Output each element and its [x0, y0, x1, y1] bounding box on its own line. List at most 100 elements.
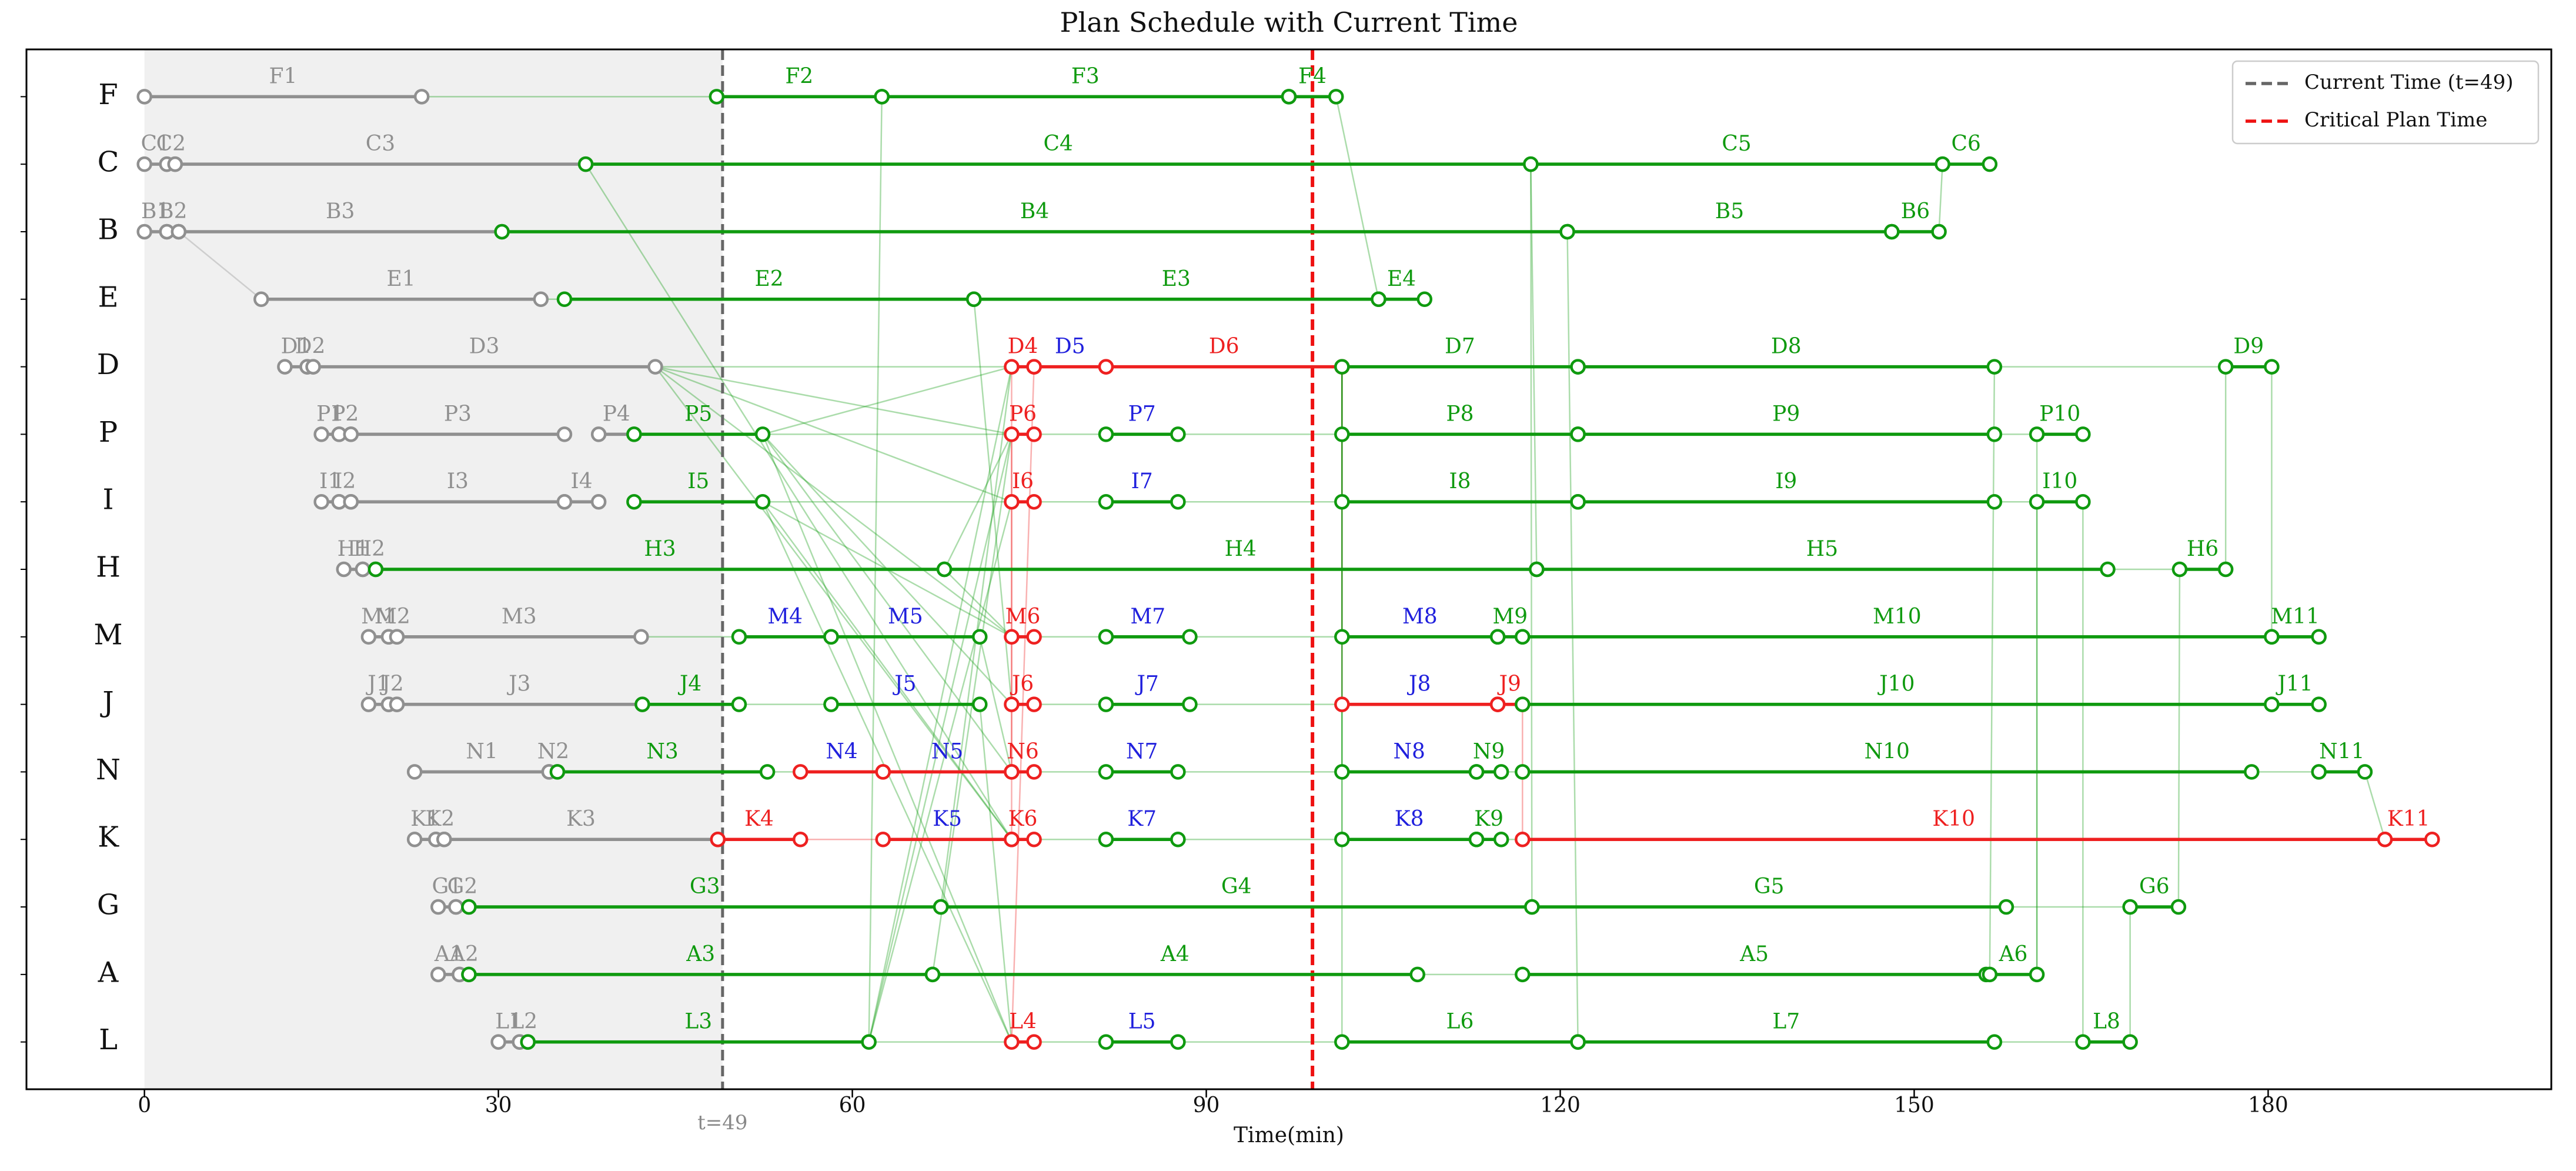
task-start-marker [875, 831, 891, 848]
task-start-marker [136, 223, 152, 240]
x-axis-label: Time(min) [1234, 1123, 1344, 1147]
task-start-marker [933, 899, 949, 915]
task-label: M1 [361, 605, 396, 629]
task-label: P6 [1009, 402, 1037, 426]
task-start-marker [1281, 89, 1297, 105]
task-label: H4 [1225, 537, 1257, 561]
task-start-marker [556, 291, 573, 308]
task-start-marker [966, 291, 982, 308]
task-label: A1 [434, 942, 463, 966]
task-start-marker [1570, 493, 1586, 510]
task-label: D2 [295, 335, 326, 359]
task-label: J4 [677, 672, 701, 696]
task-end-marker [2029, 966, 2045, 983]
dependency-link [2177, 569, 2181, 908]
task-label: N9 [1473, 739, 1505, 763]
task-start-marker [626, 493, 642, 510]
task-label: D6 [1209, 335, 1239, 359]
task-label: J9 [1497, 672, 1521, 696]
task-start-marker [1523, 156, 1539, 172]
task-label: K1 [410, 807, 440, 831]
task-label: G3 [690, 875, 720, 899]
task-start-marker [793, 764, 808, 780]
task-label: J3 [506, 672, 530, 696]
legend-label: Critical Plan Time [2304, 108, 2487, 132]
task-label: F2 [785, 64, 813, 88]
row-label: E [98, 281, 118, 313]
task-start-marker [1570, 1034, 1586, 1050]
task-start-marker [709, 89, 725, 105]
plot-frame [25, 48, 2552, 1090]
task-start-marker [305, 359, 321, 375]
task-start-marker [823, 629, 839, 645]
row-label: H [96, 551, 121, 584]
task-end-marker [1026, 629, 1042, 645]
task-end-marker [2122, 1034, 2138, 1050]
x-tick-label: 60 [839, 1093, 866, 1117]
task-end-marker [1986, 426, 2003, 442]
task-start-marker [1026, 359, 1042, 375]
task-label: G4 [1221, 875, 1252, 899]
task-start-marker [1334, 696, 1350, 712]
task-start-marker [520, 1034, 536, 1050]
task-label: D1 [281, 335, 312, 359]
task-end-marker [1026, 1034, 1042, 1050]
task-label: K6 [1008, 807, 1038, 831]
task-start-marker [2264, 629, 2280, 645]
task-label: J11 [2275, 672, 2313, 696]
dependency-link [655, 366, 1012, 435]
task-label: F1 [269, 64, 297, 88]
task-start-marker [461, 899, 477, 915]
task-start-marker [731, 629, 747, 645]
row-label: B [98, 213, 118, 246]
task-end-marker [1026, 426, 1042, 442]
task-start-marker [1529, 561, 1545, 578]
task-start-marker [136, 89, 152, 105]
task-start-marker [1004, 493, 1020, 510]
task-end-marker [1986, 359, 2003, 375]
task-start-marker [136, 156, 152, 172]
legend: Current Time (t=49) Critical Plan Time [2231, 60, 2540, 145]
task-start-marker [436, 831, 452, 848]
task-start-marker [313, 493, 329, 510]
task-start-marker [1515, 764, 1531, 780]
task-label: M6 [1005, 605, 1041, 629]
task-start-marker [1004, 696, 1020, 712]
task-end-marker [2075, 426, 2091, 442]
task-label: H3 [644, 537, 676, 561]
task-label: A2 [449, 942, 479, 966]
task-start-marker [389, 629, 405, 645]
task-end-marker [1416, 291, 1433, 308]
task-label: A3 [686, 942, 715, 966]
task-start-marker [924, 966, 941, 983]
task-label: K10 [1932, 807, 1975, 831]
task-label: J10 [1877, 672, 1915, 696]
task-start-marker [355, 561, 371, 578]
row-label: N [96, 753, 121, 786]
task-start-marker [1334, 493, 1350, 510]
task-label: H2 [353, 537, 385, 561]
task-label: M5 [888, 605, 923, 629]
task-label: L5 [1128, 1010, 1156, 1034]
task-label: A6 [1999, 942, 2028, 966]
task-end-marker [413, 89, 430, 105]
axis-layer: t=49 F C B E D P I H M J N K G A L 0 30 60 90 120 150 180 [21, 48, 2552, 1135]
task-label: J5 [892, 672, 916, 696]
task-start-marker [2217, 359, 2234, 375]
dependency-link [761, 433, 1013, 1043]
task-label: J6 [1010, 672, 1034, 696]
row-label: K [98, 821, 119, 854]
task-label: H6 [2187, 537, 2218, 561]
ref-layer [721, 49, 1315, 1089]
task-start-marker [577, 156, 594, 172]
task-label: E1 [386, 267, 415, 291]
task-label: F4 [1298, 64, 1327, 88]
task-start-marker [2029, 493, 2045, 510]
dependency-link [654, 366, 1013, 840]
task-start-marker [430, 899, 446, 915]
task-end-marker [972, 629, 988, 645]
task-start-marker [1524, 899, 1540, 915]
task-start-marker [167, 156, 183, 172]
